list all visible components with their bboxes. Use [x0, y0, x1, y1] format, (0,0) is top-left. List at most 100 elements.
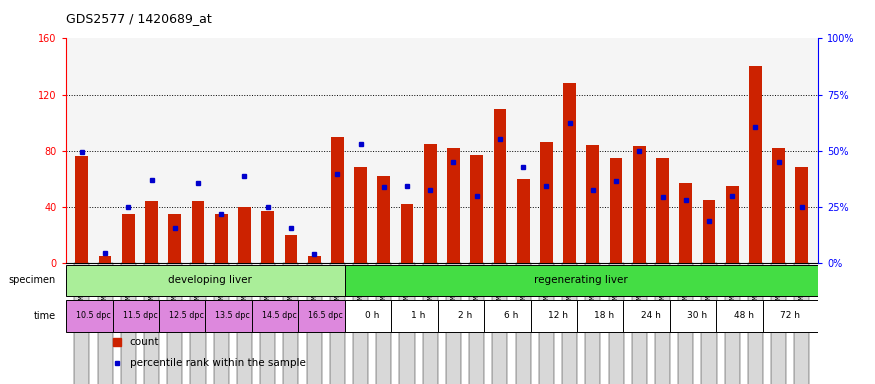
Text: developing liver: developing liver [168, 275, 251, 285]
FancyBboxPatch shape [306, 263, 322, 384]
FancyBboxPatch shape [376, 263, 391, 384]
FancyBboxPatch shape [353, 263, 368, 384]
Bar [517, 179, 529, 263]
Text: 12.5 dpc: 12.5 dpc [169, 311, 204, 320]
Bar [773, 148, 785, 263]
Bar [345, 300, 400, 332]
Text: 30 h: 30 h [687, 311, 707, 320]
FancyBboxPatch shape [260, 263, 276, 384]
Bar [252, 300, 307, 332]
Bar [75, 156, 88, 263]
Bar [624, 300, 678, 332]
Text: 12 h: 12 h [548, 311, 568, 320]
FancyBboxPatch shape [539, 263, 554, 384]
FancyBboxPatch shape [678, 263, 693, 384]
Bar [168, 214, 181, 263]
Bar [401, 204, 413, 263]
Bar [749, 66, 762, 263]
Text: 11.5 dpc: 11.5 dpc [123, 311, 158, 320]
FancyBboxPatch shape [585, 263, 600, 384]
Text: 24 h: 24 h [641, 311, 661, 320]
FancyBboxPatch shape [515, 263, 531, 384]
Text: count: count [130, 337, 159, 347]
Bar [159, 300, 214, 332]
Bar [354, 167, 367, 263]
Bar [391, 300, 446, 332]
Bar [377, 176, 390, 263]
Bar [66, 265, 354, 296]
FancyBboxPatch shape [724, 263, 739, 384]
FancyBboxPatch shape [167, 263, 182, 384]
Text: 6 h: 6 h [504, 311, 519, 320]
FancyBboxPatch shape [608, 263, 624, 384]
FancyBboxPatch shape [446, 263, 461, 384]
Bar [145, 201, 158, 263]
FancyBboxPatch shape [121, 263, 136, 384]
FancyBboxPatch shape [237, 263, 252, 384]
FancyBboxPatch shape [74, 263, 89, 384]
FancyBboxPatch shape [469, 263, 484, 384]
Text: GDS2577 / 1420689_at: GDS2577 / 1420689_at [66, 12, 212, 25]
Text: 18 h: 18 h [594, 311, 614, 320]
Bar [447, 148, 460, 263]
Bar [763, 300, 817, 332]
Bar [679, 183, 692, 263]
Text: 13.5 dpc: 13.5 dpc [215, 311, 250, 320]
Bar [795, 167, 808, 263]
Text: time: time [33, 311, 56, 321]
Text: 72 h: 72 h [780, 311, 801, 320]
Text: 14.5 dpc: 14.5 dpc [262, 311, 297, 320]
Bar [424, 144, 437, 263]
Bar [656, 157, 668, 263]
FancyBboxPatch shape [562, 263, 578, 384]
Bar [484, 300, 539, 332]
FancyBboxPatch shape [400, 263, 415, 384]
Bar [99, 256, 111, 263]
Bar [206, 300, 260, 332]
Text: 1 h: 1 h [411, 311, 426, 320]
Text: percentile rank within the sample: percentile rank within the sample [130, 358, 305, 368]
Bar [540, 142, 553, 263]
Bar [298, 300, 354, 332]
Bar [66, 300, 121, 332]
Bar [670, 300, 724, 332]
Bar [331, 137, 344, 263]
FancyBboxPatch shape [423, 263, 438, 384]
FancyBboxPatch shape [632, 263, 647, 384]
Bar [586, 145, 599, 263]
FancyBboxPatch shape [702, 263, 717, 384]
FancyBboxPatch shape [97, 263, 113, 384]
FancyBboxPatch shape [191, 263, 206, 384]
Bar [308, 256, 320, 263]
FancyBboxPatch shape [655, 263, 670, 384]
FancyBboxPatch shape [144, 263, 159, 384]
Bar [122, 214, 135, 263]
FancyBboxPatch shape [748, 263, 763, 384]
Bar [564, 83, 576, 263]
Text: specimen: specimen [9, 275, 56, 285]
Bar [113, 300, 167, 332]
Bar [192, 201, 205, 263]
Bar [345, 265, 817, 296]
FancyBboxPatch shape [493, 263, 507, 384]
Bar [215, 214, 228, 263]
Bar [633, 146, 646, 263]
Bar [238, 207, 251, 263]
FancyBboxPatch shape [771, 263, 787, 384]
Bar [577, 300, 632, 332]
FancyBboxPatch shape [284, 263, 298, 384]
Text: 48 h: 48 h [734, 311, 753, 320]
Bar [725, 186, 738, 263]
FancyBboxPatch shape [330, 263, 345, 384]
FancyBboxPatch shape [214, 263, 228, 384]
Bar [471, 155, 483, 263]
Bar [717, 300, 771, 332]
Bar [610, 157, 622, 263]
Text: 10.5 dpc: 10.5 dpc [76, 311, 111, 320]
Text: 2 h: 2 h [458, 311, 472, 320]
Text: 0 h: 0 h [365, 311, 380, 320]
Bar [703, 200, 716, 263]
Bar [262, 211, 274, 263]
Bar [530, 300, 585, 332]
Bar [438, 300, 493, 332]
